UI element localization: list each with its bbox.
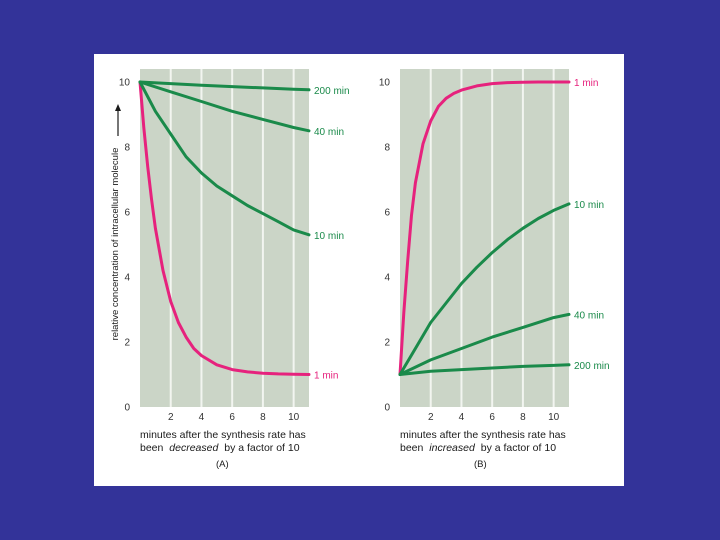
x-tick-b-8: 8 xyxy=(520,412,526,423)
series-layer-a xyxy=(138,80,311,376)
series-label-a-1-min: 1 min xyxy=(314,371,338,382)
y-tick-b-8: 8 xyxy=(384,143,390,154)
x-tick-a-8: 8 xyxy=(260,412,266,423)
series-label-a-10-min: 10 min xyxy=(314,231,344,242)
x-tick-a-2: 2 xyxy=(168,412,174,423)
figure-canvas: relative concentration of intracellular … xyxy=(110,69,610,470)
figure-panel: relative concentration of intracellular … xyxy=(94,54,624,486)
x-tick-a-4: 4 xyxy=(199,412,205,423)
series-label-b-200-min: 200 min xyxy=(574,361,610,372)
y-tick-b-10: 10 xyxy=(379,78,391,89)
grid-a xyxy=(169,69,295,407)
y-tick-a-6: 6 xyxy=(124,208,130,219)
y-tick-b-2: 2 xyxy=(384,338,390,349)
x-ticks-b: 2 4 6 8 10 xyxy=(428,412,560,423)
y-tick-a-4: 4 xyxy=(124,273,130,284)
y-ticks-a: 0 2 4 6 8 10 xyxy=(119,78,131,414)
x-tick-b-6: 6 xyxy=(489,412,495,423)
series-label-a-200-min: 200 min xyxy=(314,86,350,97)
caption-a-prefix: been xyxy=(140,442,164,454)
series-line-a-1-min xyxy=(138,80,311,376)
series-line-a-40-min xyxy=(138,80,311,133)
y-ticks-b: 0 2 4 6 8 10 xyxy=(379,78,391,414)
grid-b xyxy=(429,69,555,407)
series-line-b-200-min xyxy=(398,363,571,376)
panel-tag-b: (B) xyxy=(474,459,487,470)
series-labels-a: 1 min 10 min 40 min 200 min xyxy=(314,86,350,382)
y-tick-b-4: 4 xyxy=(384,273,390,284)
caption-a-suffix: by a factor of 10 xyxy=(224,442,299,454)
x-tick-b-2: 2 xyxy=(428,412,434,423)
series-layer-b xyxy=(398,80,571,376)
y-tick-a-8: 8 xyxy=(124,143,130,154)
caption-b-prefix: been xyxy=(400,442,424,454)
x-tick-b-10: 10 xyxy=(548,412,560,423)
x-axis-caption-b-line2: been increased by a factor of 10 xyxy=(400,442,556,454)
y-tick-b-0: 0 xyxy=(384,403,390,414)
x-tick-a-10: 10 xyxy=(288,412,300,423)
y-tick-a-2: 2 xyxy=(124,338,130,349)
plot-area-a xyxy=(140,69,309,407)
series-line-a-200-min xyxy=(138,80,311,92)
caption-b-emphasis: increased xyxy=(429,442,476,454)
x-axis-caption-a-line2: been decreased by a factor of 10 xyxy=(140,442,300,454)
plot-area-b xyxy=(400,69,569,407)
caption-b-suffix: by a factor of 10 xyxy=(481,442,556,454)
series-line-b-40-min xyxy=(398,312,571,376)
series-line-a-10-min xyxy=(138,80,311,237)
y-axis-label: relative concentration of intracellular … xyxy=(110,148,121,341)
series-line-b-1-min xyxy=(398,80,571,376)
x-tick-b-4: 4 xyxy=(459,412,465,423)
series-label-b-10-min: 10 min xyxy=(574,200,604,211)
series-label-a-40-min: 40 min xyxy=(314,127,344,138)
series-labels-b: 1 min 10 min 40 min 200 min xyxy=(574,78,610,372)
x-axis-caption-a-line1: minutes after the synthesis rate has xyxy=(140,429,306,441)
y-tick-a-0: 0 xyxy=(124,403,130,414)
x-axis-caption-b-line1: minutes after the synthesis rate has xyxy=(400,429,566,441)
series-label-b-1-min: 1 min xyxy=(574,78,598,89)
series-label-b-40-min: 40 min xyxy=(574,310,604,321)
x-ticks-a: 2 4 6 8 10 xyxy=(168,412,300,423)
y-tick-b-6: 6 xyxy=(384,208,390,219)
x-tick-a-6: 6 xyxy=(229,412,235,423)
panel-tag-a: (A) xyxy=(216,459,229,470)
y-axis-arrowhead xyxy=(115,104,121,111)
caption-a-emphasis: decreased xyxy=(169,442,219,454)
y-tick-a-10: 10 xyxy=(119,78,131,89)
series-line-b-10-min xyxy=(398,202,571,376)
